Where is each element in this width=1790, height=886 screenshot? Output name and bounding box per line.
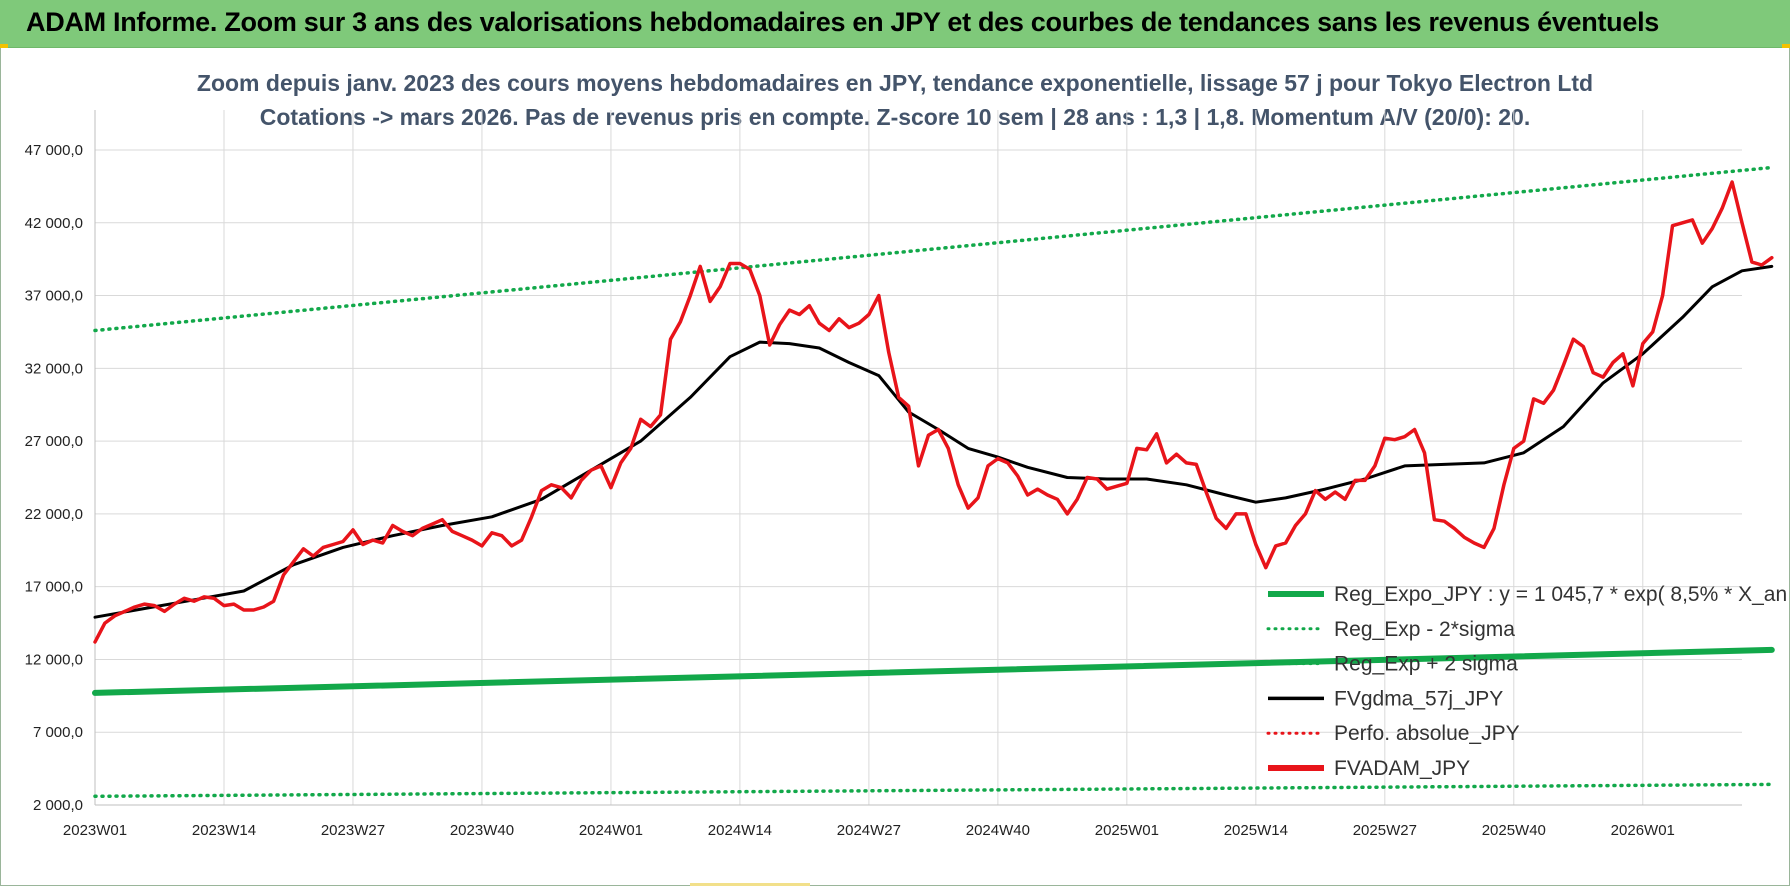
chart-title-line-1: Zoom depuis janv. 2023 des cours moyens … [196,70,1594,96]
x-tick-label: 2025W40 [1482,822,1546,839]
report-banner: ADAM Informe. Zoom sur 3 ans des valoris… [0,0,1790,48]
x-tick-label: 2024W01 [579,822,643,839]
y-tick-label: 12 000,0 [25,651,83,668]
x-tick-label: 2023W14 [192,822,256,839]
reg-exp-minus-2sigma-line [93,782,1774,799]
legend-label: Reg_Exp - 2*sigma [1334,618,1515,641]
x-tick-label: 2024W27 [837,822,901,839]
fvgdma-57j-line [93,264,1774,619]
x-tick-label: 2023W27 [321,822,385,839]
legend-label: FVgdma_57j_JPY [1334,687,1503,710]
y-tick-label: 32 000,0 [25,360,83,377]
y-tick-label: 47 000,0 [25,142,83,159]
legend-label: Reg_Exp + 2 sigma [1334,653,1518,676]
y-tick-label: 27 000,0 [25,433,83,450]
x-tick-label: 2025W14 [1224,822,1288,839]
x-tick-label: 2024W14 [708,822,772,839]
x-tick-label: 2025W27 [1353,822,1417,839]
x-tick-label: 2024W40 [966,822,1030,839]
bottom-accent [690,883,810,886]
x-tick-label: 2023W01 [63,822,127,839]
report-title: ADAM Informe. Zoom sur 3 ans des valoris… [26,7,1659,37]
y-tick-label: 2 000,0 [33,797,83,814]
banner-accent-left [0,44,8,48]
legend-label: Reg_Expo_JPY : y = 1 045,7 * exp( 8,5% *… [1334,583,1790,606]
y-tick-label: 17 000,0 [25,579,83,596]
y-tick-label: 22 000,0 [25,506,83,523]
x-tick-label: 2023W40 [450,822,514,839]
y-tick-label: 42 000,0 [25,215,83,232]
legend-label: Perfo. absolue_JPY [1334,722,1520,745]
fvadam-line [93,180,1774,644]
reg-expo-line [92,646,1775,696]
y-tick-label: 37 000,0 [25,288,83,305]
banner-accent-right [1782,44,1790,48]
reg-exp-plus-2sigma-line [93,165,1774,333]
y-tick-label: 7 000,0 [33,724,83,741]
chart-title-line-2: Cotations -> mars 2026. Pas de revenus p… [259,104,1531,130]
x-tick-label: 2026W01 [1611,822,1675,839]
x-tick-label: 2025W01 [1095,822,1159,839]
legend-label: FVADAM_JPY [1334,757,1470,780]
